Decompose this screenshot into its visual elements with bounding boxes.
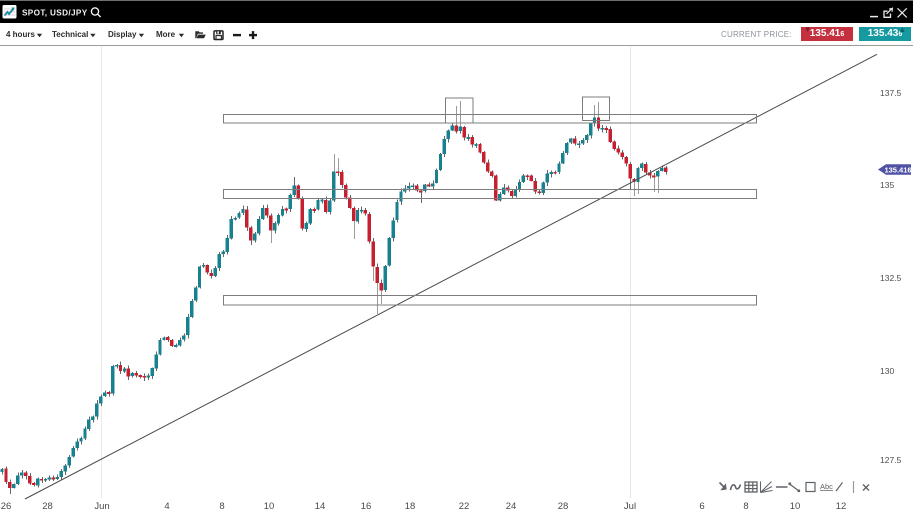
svg-text:Jun: Jun — [94, 501, 109, 512]
svg-text:127.5: 127.5 — [880, 455, 902, 465]
svg-text:10: 10 — [790, 501, 801, 512]
svg-text:28: 28 — [558, 501, 569, 512]
svg-text:130: 130 — [880, 366, 894, 376]
svg-text:132.5: 132.5 — [880, 273, 902, 283]
svg-text:Abc: Abc — [820, 482, 833, 491]
svg-text:6: 6 — [699, 501, 704, 512]
svg-text:22: 22 — [459, 501, 470, 512]
svg-text:28: 28 — [42, 501, 53, 512]
svg-text:12: 12 — [836, 501, 847, 512]
svg-text:18: 18 — [405, 501, 416, 512]
svg-text:16: 16 — [361, 501, 372, 512]
svg-text:4: 4 — [164, 501, 169, 512]
svg-text:135: 135 — [880, 180, 894, 190]
svg-text:26: 26 — [1, 501, 12, 512]
svg-text:24: 24 — [506, 501, 517, 512]
svg-text:8: 8 — [219, 501, 224, 512]
svg-text:14: 14 — [315, 501, 326, 512]
svg-text:Jul: Jul — [624, 501, 636, 512]
svg-text:135.416: 135.416 — [884, 165, 911, 174]
svg-text:8: 8 — [743, 501, 748, 512]
svg-text:137.5: 137.5 — [880, 88, 902, 98]
svg-text:SPOT, USD/JPY: SPOT, USD/JPY — [22, 9, 88, 18]
svg-text:10: 10 — [264, 501, 275, 512]
